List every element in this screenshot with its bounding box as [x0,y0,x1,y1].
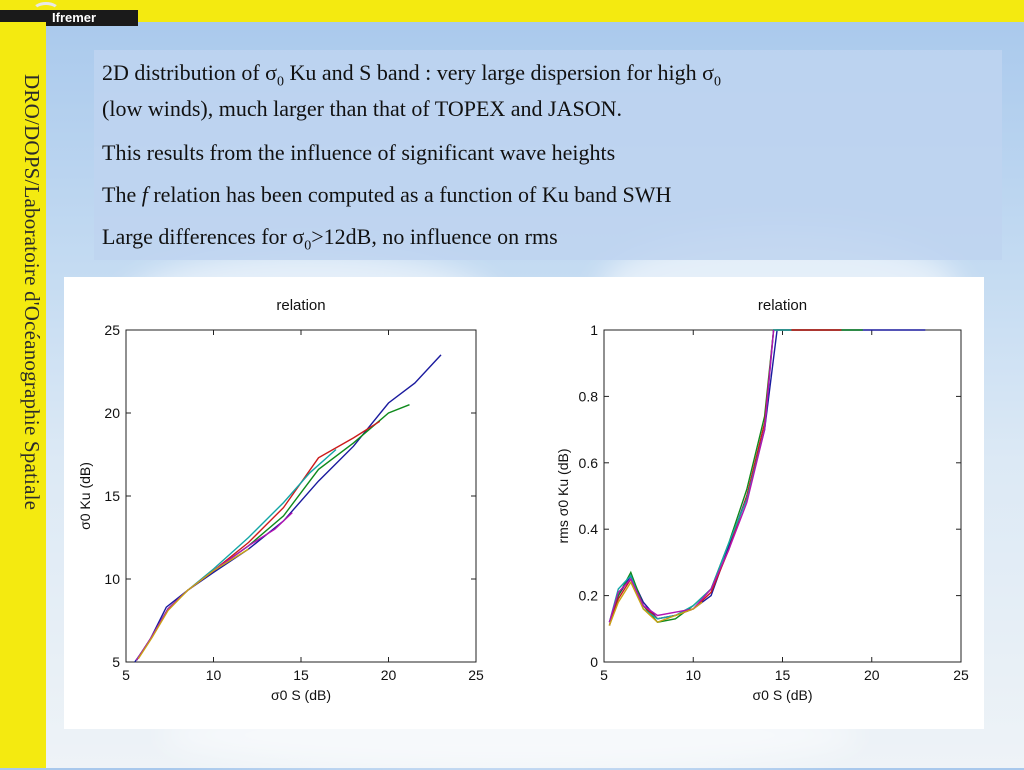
y-tick-label: 20 [104,405,120,421]
series-line-5 [608,329,775,623]
chart-panel: relation 5 10 15 20 25 5 10 15 20 25 σ0 S (dB) σ0 Ku… [64,277,984,729]
series-line-1 [608,329,926,623]
x-tick-label: 5 [600,667,608,683]
sigma-subscript: 0 [304,238,312,254]
x-tick-label: 5 [122,667,130,683]
series-line-6 [608,580,703,626]
sigma-symbol: σ [292,224,305,249]
y-axis-label: rms σ0 Ku (dB) [555,449,571,544]
p3-post: relation has been computed as a function… [147,182,672,207]
sigma-symbol: σ [702,60,715,85]
left-sidebar: DRO/DOPS/Laboratoire d'Océanographie Spa… [0,22,46,768]
x-tick-label: 15 [293,667,309,683]
x-tick-label: 10 [206,667,222,683]
sidebar-title: DRO/DOPS/Laboratoire d'Océanographie Spa… [20,74,44,511]
x-axis-label: σ0 S (dB) [753,687,813,703]
p4-pre: Large differences for [102,224,293,249]
y-tick-label: 10 [104,571,120,587]
y-tick-label: 5 [112,654,120,670]
x-axis-label: σ0 S (dB) [271,687,331,703]
series-line-6 [137,548,249,660]
plot-frame [603,329,962,663]
y-tick-label: 0.4 [579,521,599,537]
y-tick-label: 25 [104,322,120,338]
y-axis-label: σ0 Ku (dB) [77,462,93,530]
text-box: 2D distribution of σ0 Ku and S band : ve… [94,50,1002,260]
paragraph-1-cont: (low winds), much larger than that of TO… [102,96,622,121]
paragraph-4: Large differences for σ0>12dB, no influe… [102,222,998,261]
chart-left: relation 5 10 15 20 25 5 10 15 20 25 σ0 S (dB) σ0 Ku… [77,297,484,703]
sigma-subscript: 0 [714,74,722,90]
paragraph-1: 2D distribution of σ0 Ku and S band : ve… [102,58,998,97]
x-tick-label: 20 [864,667,880,683]
p4-post: >12dB, no influence on rms [311,224,558,249]
series-line-1 [134,354,442,663]
x-tick-label: 15 [775,667,791,683]
p1-pre: 2D distribution of [102,60,266,85]
paragraph-3: The f relation has been computed as a fu… [102,180,998,210]
y-tick-label: 0 [590,654,598,670]
chart-title: relation [758,297,807,314]
y-tick-label: 1 [590,322,598,338]
p1-mid: Ku and S band : very large dispersion fo… [284,60,703,85]
sigma-subscript: 0 [277,74,285,90]
y-tick-label: 0.6 [579,455,599,471]
chart-title: relation [276,297,325,314]
x-tick-label: 20 [381,667,397,683]
paragraph-2: This results from the influence of signi… [102,140,616,165]
logo-icon [32,2,60,20]
y-tick-label: 0.2 [579,588,599,604]
x-tick-label: 25 [953,667,969,683]
series-line-2 [135,404,410,661]
x-tick-label: 10 [685,667,701,683]
series-line-2 [608,329,863,626]
series-line-5 [135,512,293,661]
plot-frame [125,329,477,663]
logo-text: Ifremer [52,10,97,25]
x-tick-label: 25 [468,667,484,683]
top-banner [0,0,1024,22]
p3-pre: The [102,182,142,207]
y-tick-label: 0.8 [579,388,599,404]
series-line-4 [608,329,792,623]
f-symbol: f [141,182,148,207]
y-tick-label: 15 [104,488,120,504]
series-line-3 [608,329,842,626]
sigma-symbol: σ [265,60,278,85]
chart-right: relation 5 10 15 20 25 0 0.2 0.4 0.6 0.8 1 σ0 S (dB)… [555,297,969,703]
